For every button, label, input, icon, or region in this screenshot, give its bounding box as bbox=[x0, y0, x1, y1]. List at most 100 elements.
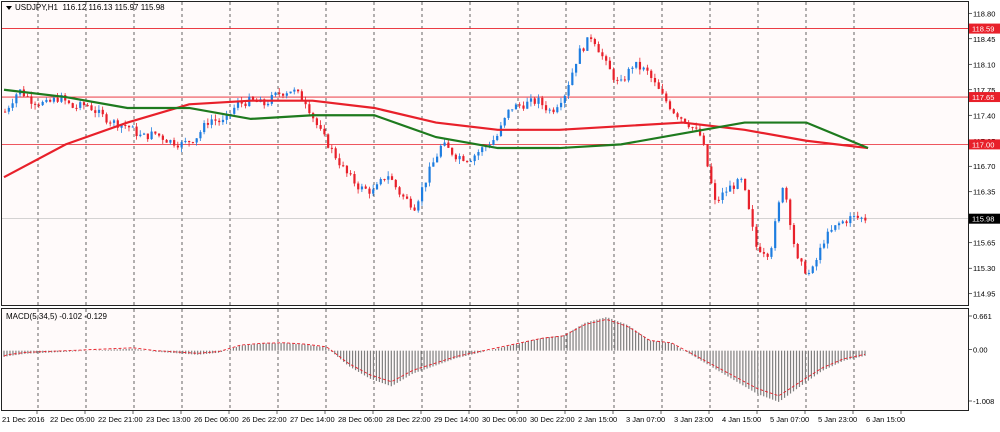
time-tick-label: 21 Dec 2016 bbox=[2, 415, 45, 424]
candle-body bbox=[289, 91, 292, 94]
candle-body bbox=[293, 89, 296, 92]
candle-body bbox=[180, 142, 183, 148]
candle-body bbox=[30, 96, 33, 104]
candle-body bbox=[319, 125, 322, 129]
candle-body bbox=[274, 92, 277, 95]
candle-body bbox=[278, 92, 281, 94]
candle-body bbox=[511, 109, 514, 111]
time-tick-label: 30 Dec 06:00 bbox=[482, 415, 527, 424]
price-chart-pane[interactable] bbox=[1, 1, 969, 306]
candle-body bbox=[342, 165, 345, 167]
symbol-header[interactable]: USDJPY,H1 116.12 116.13 115.97 115.98 bbox=[6, 3, 165, 12]
candle-body bbox=[526, 101, 529, 109]
candle-body bbox=[507, 109, 510, 118]
candle-body bbox=[4, 111, 7, 113]
candle-body bbox=[244, 103, 247, 107]
candle-body bbox=[537, 97, 540, 104]
candle-body bbox=[45, 99, 48, 102]
candle-body bbox=[154, 131, 157, 134]
candle-body bbox=[567, 85, 570, 96]
candle-body bbox=[804, 261, 807, 274]
price-tick-label: 116.70 bbox=[973, 162, 995, 171]
time-tick-label: 22 Dec 05:00 bbox=[50, 415, 95, 424]
candle-body bbox=[620, 79, 623, 81]
macd-pane[interactable] bbox=[1, 308, 969, 411]
candle-body bbox=[394, 179, 397, 188]
candle-body bbox=[627, 68, 630, 81]
candle-body bbox=[398, 187, 401, 195]
candle-body bbox=[270, 94, 273, 104]
candle-body bbox=[529, 98, 533, 102]
candle-body bbox=[860, 217, 863, 219]
candle-body bbox=[37, 104, 41, 106]
candle-body bbox=[612, 69, 615, 80]
dropdown-triangle-icon[interactable] bbox=[6, 5, 12, 10]
candle-body bbox=[67, 100, 71, 104]
candle-body bbox=[477, 152, 480, 156]
candle-body bbox=[195, 138, 198, 143]
candle-body bbox=[559, 102, 563, 108]
price-marker bbox=[969, 23, 1000, 34]
candle-body bbox=[240, 101, 243, 104]
candle-body bbox=[372, 189, 375, 194]
candle-body bbox=[736, 179, 739, 189]
candle-body bbox=[631, 67, 634, 69]
candle-body bbox=[702, 135, 705, 145]
candle-body bbox=[845, 221, 848, 224]
price-scale[interactable]: 118.80118.45118.10117.75117.40117.05116.… bbox=[969, 1, 1000, 306]
moving-average-slow bbox=[3, 99, 869, 179]
candle-body bbox=[436, 156, 439, 163]
candle-body bbox=[432, 162, 435, 167]
candle-body bbox=[473, 155, 476, 162]
candle-body bbox=[327, 134, 330, 148]
candle-body bbox=[353, 174, 356, 184]
candle-body bbox=[492, 140, 495, 145]
candle-body bbox=[522, 105, 525, 109]
candle-body bbox=[819, 247, 822, 260]
candle-body bbox=[623, 79, 627, 81]
candle-body bbox=[544, 105, 548, 111]
candle-body bbox=[357, 183, 360, 190]
candle-body bbox=[597, 44, 600, 53]
candle-body bbox=[79, 102, 82, 108]
candle-body bbox=[233, 107, 236, 114]
candle-body bbox=[766, 253, 769, 257]
macd-scale[interactable]: 0.661 0.00 -1.008 bbox=[969, 308, 1000, 411]
candle-body bbox=[383, 179, 386, 181]
price-marker bbox=[969, 139, 1000, 150]
candle-body bbox=[173, 140, 176, 146]
candle-body bbox=[826, 231, 829, 244]
time-axis[interactable]: 21 Dec 2016 22 Dec 05:00 22 Dec 21:00 23 De… bbox=[1, 411, 969, 427]
candle-body bbox=[199, 132, 202, 139]
candle-body bbox=[165, 139, 168, 143]
candle-body bbox=[514, 104, 518, 110]
candle-body bbox=[571, 72, 574, 86]
candle-body bbox=[49, 99, 52, 102]
candle-body bbox=[759, 246, 762, 253]
price-tick-label: 115.65 bbox=[973, 239, 995, 248]
candle-body bbox=[789, 199, 792, 226]
price-marker bbox=[969, 92, 1000, 103]
candle-body bbox=[94, 110, 97, 113]
candle-body bbox=[605, 56, 608, 61]
time-tick-label: 22 Dec 21:00 bbox=[98, 415, 143, 424]
candle-body bbox=[616, 79, 619, 81]
candle-body bbox=[695, 127, 698, 129]
candle-body bbox=[424, 182, 427, 188]
candle-body bbox=[451, 147, 454, 155]
candle-body bbox=[120, 124, 123, 128]
time-tick-label: 5 Jan 07:00 bbox=[770, 415, 809, 424]
candle-body bbox=[368, 188, 371, 194]
candle-body bbox=[518, 104, 521, 106]
price-tick-label: 118.80 bbox=[973, 9, 995, 18]
time-tick-label: 3 Jan 23:00 bbox=[674, 415, 713, 424]
candle-body bbox=[184, 141, 187, 143]
time-tick-label: 30 Dec 22:00 bbox=[530, 415, 575, 424]
candle-body bbox=[691, 127, 694, 129]
candle-body bbox=[263, 99, 266, 106]
candle-body bbox=[158, 133, 161, 136]
candle-body bbox=[428, 166, 431, 183]
candle-body bbox=[75, 107, 78, 109]
candle-body bbox=[717, 199, 720, 201]
